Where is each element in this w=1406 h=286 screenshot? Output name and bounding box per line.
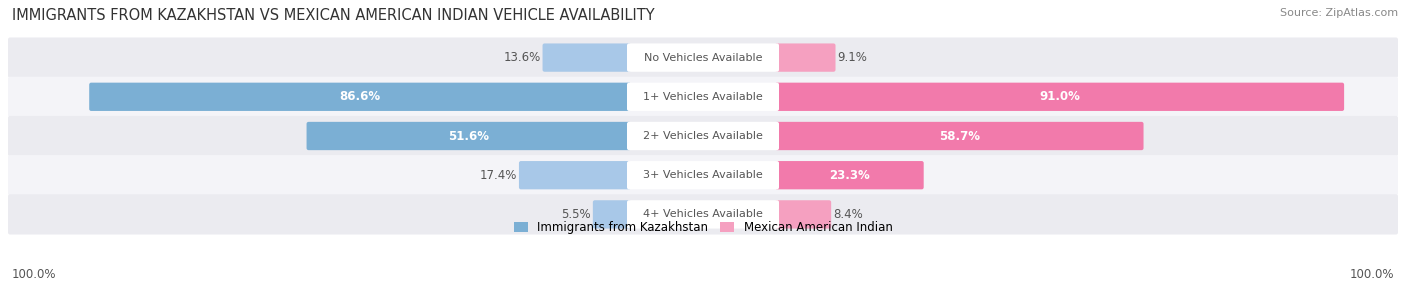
- Text: 58.7%: 58.7%: [939, 130, 980, 142]
- FancyBboxPatch shape: [307, 122, 631, 150]
- FancyBboxPatch shape: [627, 200, 779, 229]
- FancyBboxPatch shape: [8, 77, 1398, 117]
- Text: 5.5%: 5.5%: [561, 208, 591, 221]
- Legend: Immigrants from Kazakhstan, Mexican American Indian: Immigrants from Kazakhstan, Mexican Amer…: [509, 217, 897, 239]
- FancyBboxPatch shape: [593, 200, 631, 229]
- FancyBboxPatch shape: [775, 43, 835, 72]
- Text: 100.0%: 100.0%: [1350, 269, 1393, 281]
- Text: 2+ Vehicles Available: 2+ Vehicles Available: [643, 131, 763, 141]
- FancyBboxPatch shape: [8, 116, 1398, 156]
- FancyBboxPatch shape: [775, 200, 831, 229]
- Text: 100.0%: 100.0%: [13, 269, 56, 281]
- FancyBboxPatch shape: [543, 43, 631, 72]
- FancyBboxPatch shape: [627, 83, 779, 111]
- FancyBboxPatch shape: [775, 83, 1344, 111]
- Text: 8.4%: 8.4%: [834, 208, 863, 221]
- FancyBboxPatch shape: [8, 37, 1398, 78]
- Text: 1+ Vehicles Available: 1+ Vehicles Available: [643, 92, 763, 102]
- FancyBboxPatch shape: [8, 194, 1398, 235]
- Text: IMMIGRANTS FROM KAZAKHSTAN VS MEXICAN AMERICAN INDIAN VEHICLE AVAILABILITY: IMMIGRANTS FROM KAZAKHSTAN VS MEXICAN AM…: [13, 8, 655, 23]
- FancyBboxPatch shape: [89, 83, 631, 111]
- FancyBboxPatch shape: [775, 161, 924, 189]
- Text: Source: ZipAtlas.com: Source: ZipAtlas.com: [1279, 8, 1398, 18]
- Text: 13.6%: 13.6%: [503, 51, 540, 64]
- FancyBboxPatch shape: [8, 155, 1398, 195]
- Text: No Vehicles Available: No Vehicles Available: [644, 53, 762, 63]
- FancyBboxPatch shape: [627, 43, 779, 72]
- FancyBboxPatch shape: [627, 122, 779, 150]
- Text: 3+ Vehicles Available: 3+ Vehicles Available: [643, 170, 763, 180]
- Text: 4+ Vehicles Available: 4+ Vehicles Available: [643, 209, 763, 219]
- FancyBboxPatch shape: [627, 161, 779, 189]
- Text: 91.0%: 91.0%: [1039, 90, 1080, 103]
- Text: 23.3%: 23.3%: [830, 169, 870, 182]
- Text: 86.6%: 86.6%: [339, 90, 381, 103]
- FancyBboxPatch shape: [519, 161, 631, 189]
- FancyBboxPatch shape: [775, 122, 1143, 150]
- Text: 9.1%: 9.1%: [838, 51, 868, 64]
- Text: 17.4%: 17.4%: [479, 169, 517, 182]
- Text: 51.6%: 51.6%: [449, 130, 489, 142]
